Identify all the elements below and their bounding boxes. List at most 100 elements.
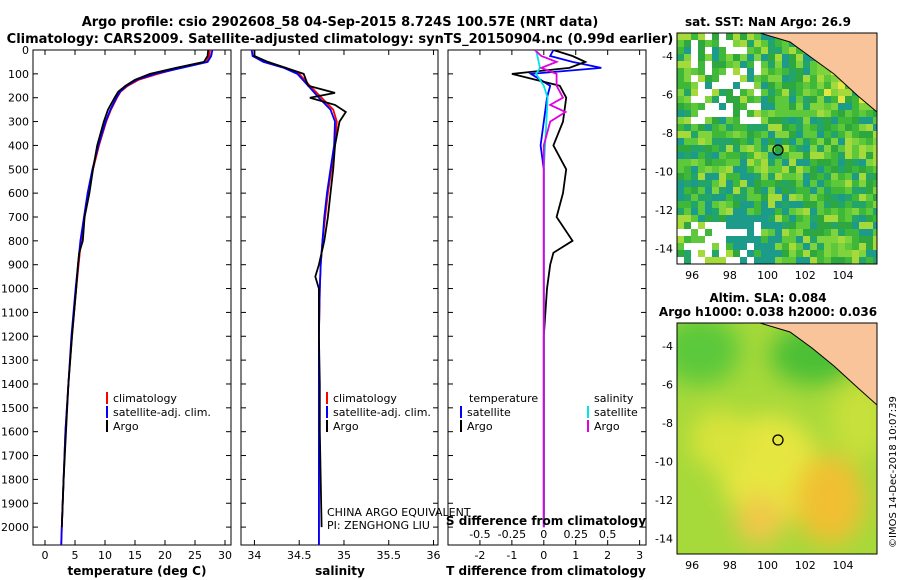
sst-cell [817, 229, 824, 236]
sst-cell [810, 201, 817, 208]
sst-cell [733, 236, 740, 243]
sst-cell [852, 180, 859, 187]
depth-tick-label: 200 [8, 92, 29, 105]
x-tick-label: 34.5 [287, 549, 312, 562]
sst-cell [719, 68, 726, 75]
sst-cell [726, 152, 733, 159]
sst-cell [824, 257, 831, 264]
x-tick-label: 0 [540, 549, 547, 562]
sst-cell [852, 243, 859, 250]
x-tick-label: 34 [247, 549, 261, 562]
sst-cell [719, 75, 726, 82]
sst-cell [747, 131, 754, 138]
sst-cell [796, 236, 803, 243]
sst-cell [754, 68, 761, 75]
sst-cell [754, 180, 761, 187]
sst-cell [747, 229, 754, 236]
sst-cell [796, 47, 803, 54]
sst-cell [775, 117, 782, 124]
sst-cell [684, 243, 691, 250]
sst-cell [726, 250, 733, 257]
sst-cell [873, 117, 877, 124]
sst-cell [831, 145, 838, 152]
sst-cell [768, 208, 775, 215]
sst-cell [803, 61, 810, 68]
sst-cell [740, 173, 747, 180]
sst-cell [691, 82, 698, 89]
t-difference-axis-label: T difference from climatology [446, 564, 646, 578]
sst-cell [817, 89, 824, 96]
sst-cell [698, 166, 705, 173]
sst-cell [859, 215, 866, 222]
sst-cell [782, 96, 789, 103]
sst-cell [726, 187, 733, 194]
sst-cell [733, 187, 740, 194]
x-tick-label: 0 [42, 549, 49, 562]
sst-cell [810, 61, 817, 68]
sst-cell [852, 96, 859, 103]
sst-cell [719, 89, 726, 96]
sst-cell [768, 89, 775, 96]
sla-map-subtitle: Argo h1000: 0.038 h2000: 0.036 [659, 305, 877, 319]
sst-cell [775, 159, 782, 166]
sst-cell [782, 145, 789, 152]
figure-title-line2: Climatology: CARS2009. Satellite-adjuste… [7, 32, 674, 47]
sst-cell [824, 180, 831, 187]
salinity-panel-frame [240, 49, 439, 546]
sst-cell [733, 110, 740, 117]
sst-cell [866, 110, 873, 117]
sst-cell [782, 173, 789, 180]
sst-cell [705, 47, 712, 54]
sst-cell [754, 117, 761, 124]
sst-cell [845, 250, 852, 257]
sst-cell [838, 257, 845, 264]
sst-cell [817, 215, 824, 222]
sst-cell [677, 180, 684, 187]
sst-cell [684, 54, 691, 61]
sst-cell [705, 103, 712, 110]
sst-cell [733, 89, 740, 96]
sst-cell [796, 68, 803, 75]
sst-cell [740, 117, 747, 124]
sst-cell [747, 201, 754, 208]
sst-cell [733, 61, 740, 68]
sst-cell [747, 75, 754, 82]
sst-cell [789, 236, 796, 243]
map-x-tick-label: 104 [833, 269, 854, 282]
sst-cell [719, 61, 726, 68]
sst-cell [740, 89, 747, 96]
sst-cell [719, 222, 726, 229]
sst-cell [824, 110, 831, 117]
sla-map-title: Altim. SLA: 0.084 [709, 291, 826, 305]
sst-cell [684, 145, 691, 152]
depth-tick-label: 500 [8, 163, 29, 176]
sst-cell [768, 257, 775, 264]
sst-cell [789, 96, 796, 103]
sst-cell [719, 236, 726, 243]
map-y-tick-label: -8 [662, 417, 673, 430]
sst-cell [705, 257, 712, 264]
sst-cell [719, 96, 726, 103]
sst-cell [691, 229, 698, 236]
sst-cell [698, 33, 705, 40]
sst-cell [810, 173, 817, 180]
depth-tick-label: 1100 [1, 306, 29, 319]
sst-cell [719, 208, 726, 215]
sst-cell [817, 145, 824, 152]
sst-cell [726, 145, 733, 152]
sst-cell [775, 222, 782, 229]
sst-cell [845, 173, 852, 180]
sst-cell [866, 215, 873, 222]
series-s-argo [534, 50, 568, 528]
sst-cell [831, 187, 838, 194]
sst-cell [859, 103, 866, 110]
sst-cell [761, 68, 768, 75]
sst-cell [775, 215, 782, 222]
sst-cell [726, 75, 733, 82]
sst-cell [873, 222, 877, 229]
sst-cell [733, 47, 740, 54]
sst-cell [768, 152, 775, 159]
sst-cell [768, 138, 775, 145]
sst-cell [831, 124, 838, 131]
sst-cell [782, 131, 789, 138]
